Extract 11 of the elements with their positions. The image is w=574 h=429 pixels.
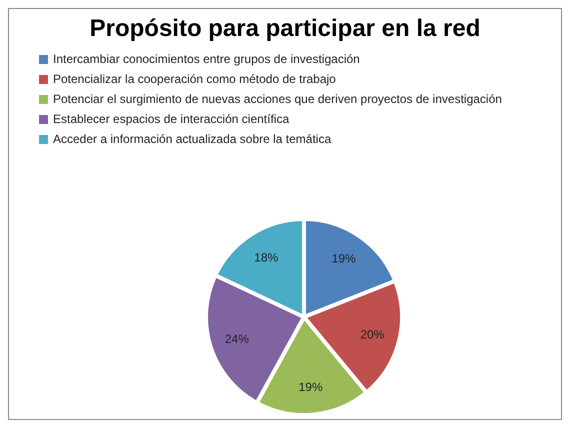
chart-title: Propósito para participar en la red [88,15,482,44]
data-label: 19% [298,380,323,394]
data-label: 24% [224,332,250,346]
data-label: 18% [254,250,279,264]
legend-label: Acceder a información actualizada sobre la temática [53,131,332,148]
legend-label: Establecer espacios de interacción científica [53,111,290,128]
data-label: 19% [332,252,356,266]
data-label: 20% [360,328,385,342]
legend-label: Intercambiar conocimientos entre grupos de investigación [53,51,360,68]
legend-label: Potenciar el surgimiento de nuevas acciones que deriven proyectos de investigación [53,91,502,108]
legend-label: Potencializar la cooperación como método de trabajo [53,71,336,88]
